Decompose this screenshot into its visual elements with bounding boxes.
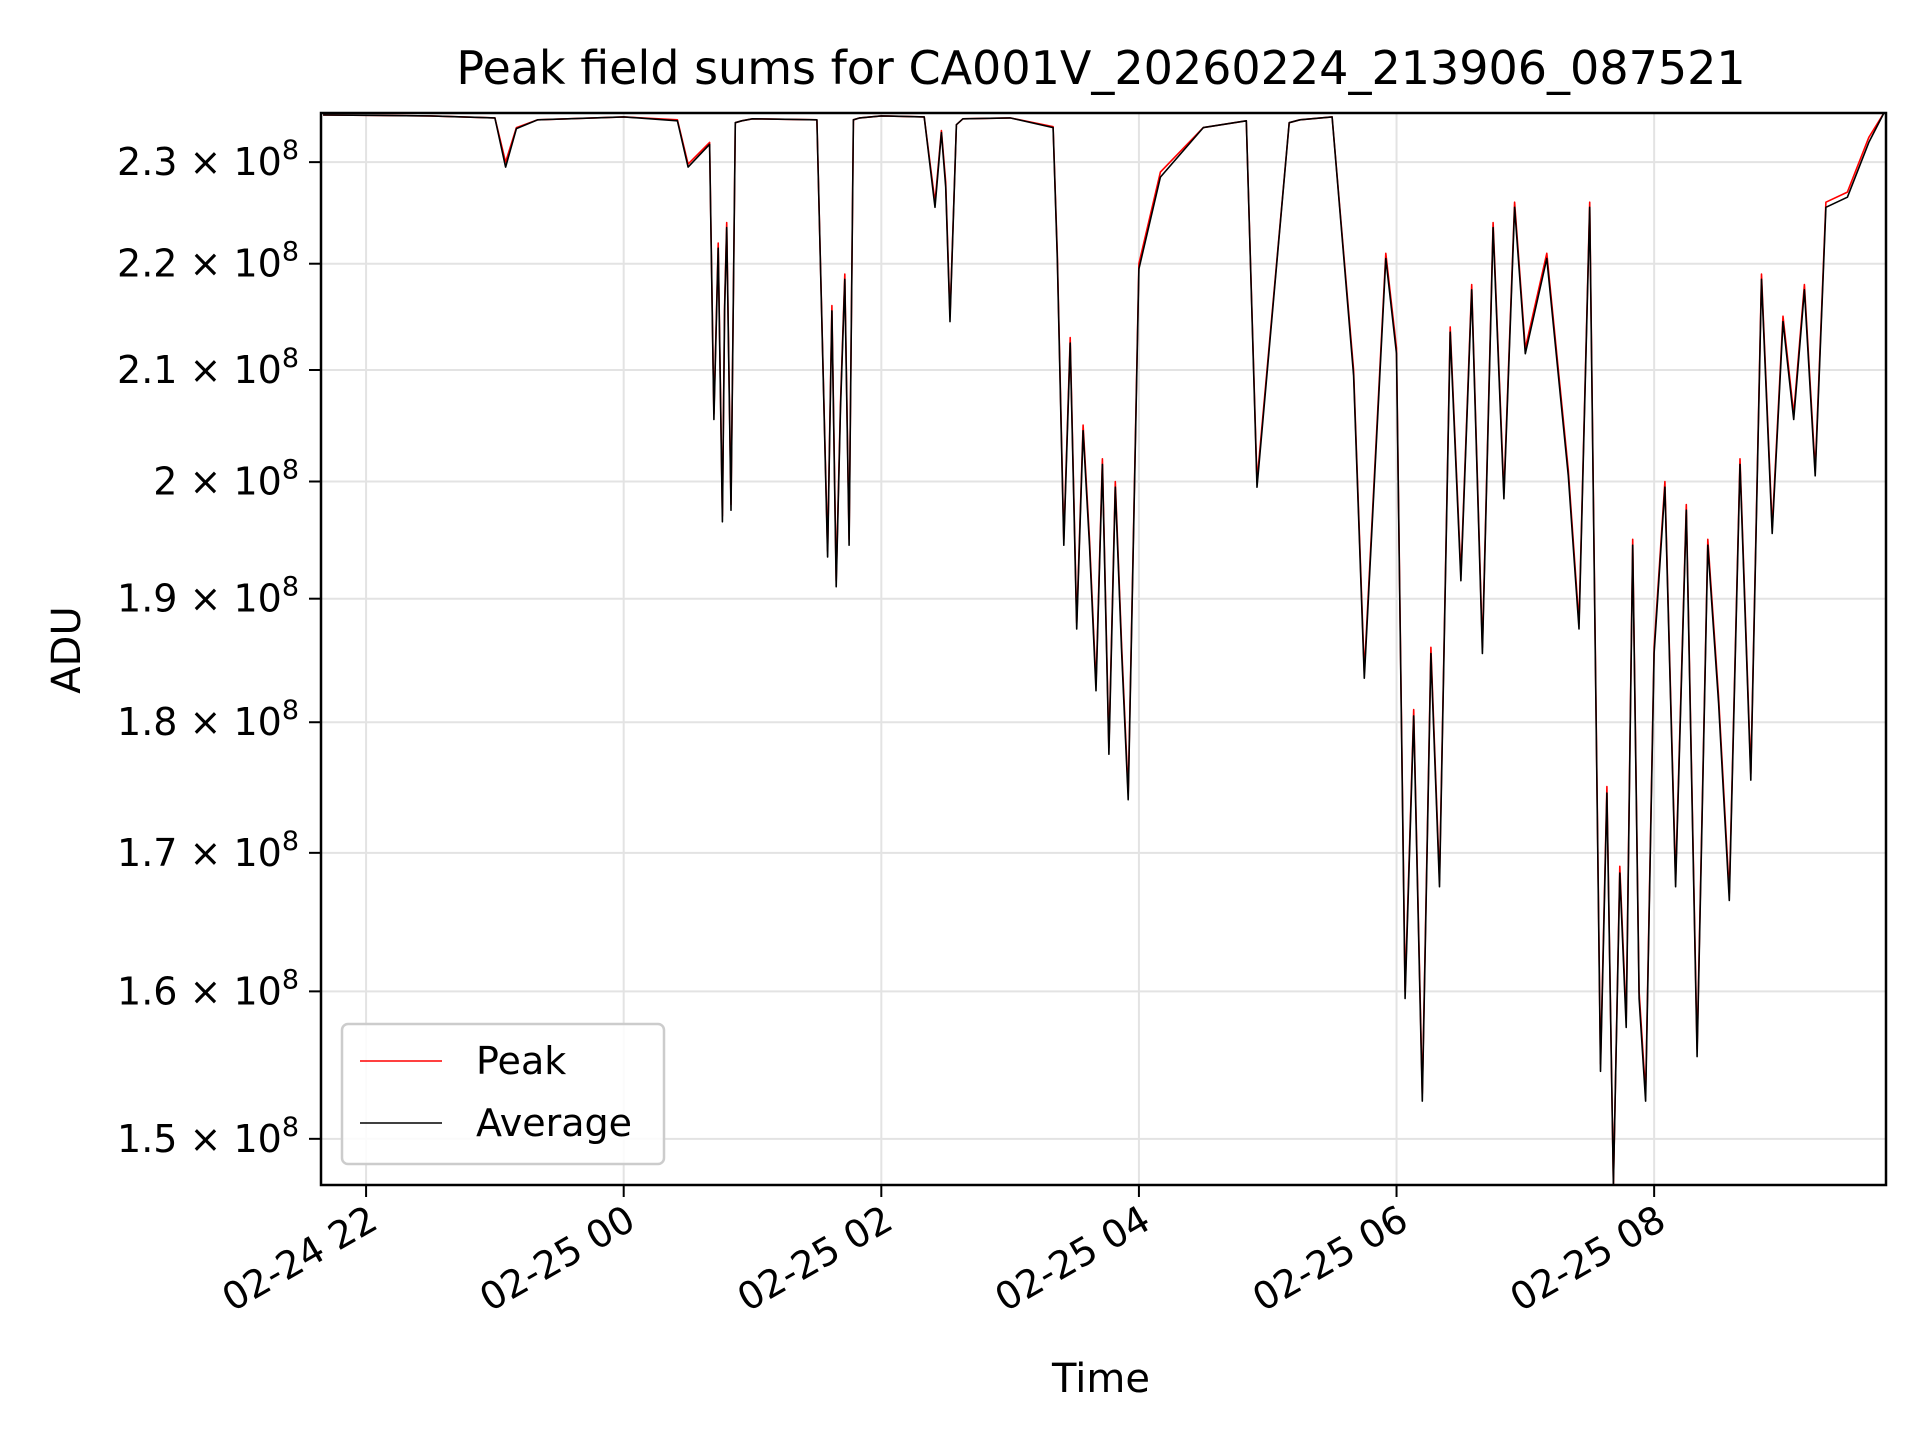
y-tick-label: 1.9 × 108 bbox=[117, 572, 299, 621]
grid-lines bbox=[321, 113, 1886, 1185]
y-tick-label: 2 × 108 bbox=[153, 454, 299, 503]
chart-title: Peak field sums for CA001V_20260224_2139… bbox=[456, 41, 1745, 95]
legend-box bbox=[340, 1022, 666, 1166]
y-tick-label: 1.6 × 108 bbox=[117, 964, 299, 1013]
legend-label-average: Average bbox=[476, 1101, 632, 1145]
series-line-average bbox=[323, 112, 1885, 1186]
y-tick-label: 2.1 × 108 bbox=[117, 343, 299, 392]
y-tick-label: 2.3 × 108 bbox=[117, 135, 299, 184]
legend-label-peak: Peak bbox=[476, 1039, 566, 1083]
plot-frame bbox=[319, 111, 1888, 1187]
y-tick-label: 1.7 × 108 bbox=[117, 826, 299, 875]
y-axis-label: ADU bbox=[44, 606, 90, 693]
y-axis: 1.5 × 108 1.6 × 108 1.7 × 108 1.8 × 108 1.9 … bbox=[117, 135, 321, 1161]
legend: Peak Average bbox=[340, 1022, 666, 1166]
series-layer bbox=[323, 112, 1885, 1186]
y-tick-label: 1.5 × 108 bbox=[117, 1112, 299, 1161]
y-tick-label: 1.8 × 108 bbox=[117, 695, 299, 744]
y-tick-label: 2.2 × 108 bbox=[117, 237, 299, 286]
x-axis-label: Time bbox=[1051, 1356, 1150, 1402]
